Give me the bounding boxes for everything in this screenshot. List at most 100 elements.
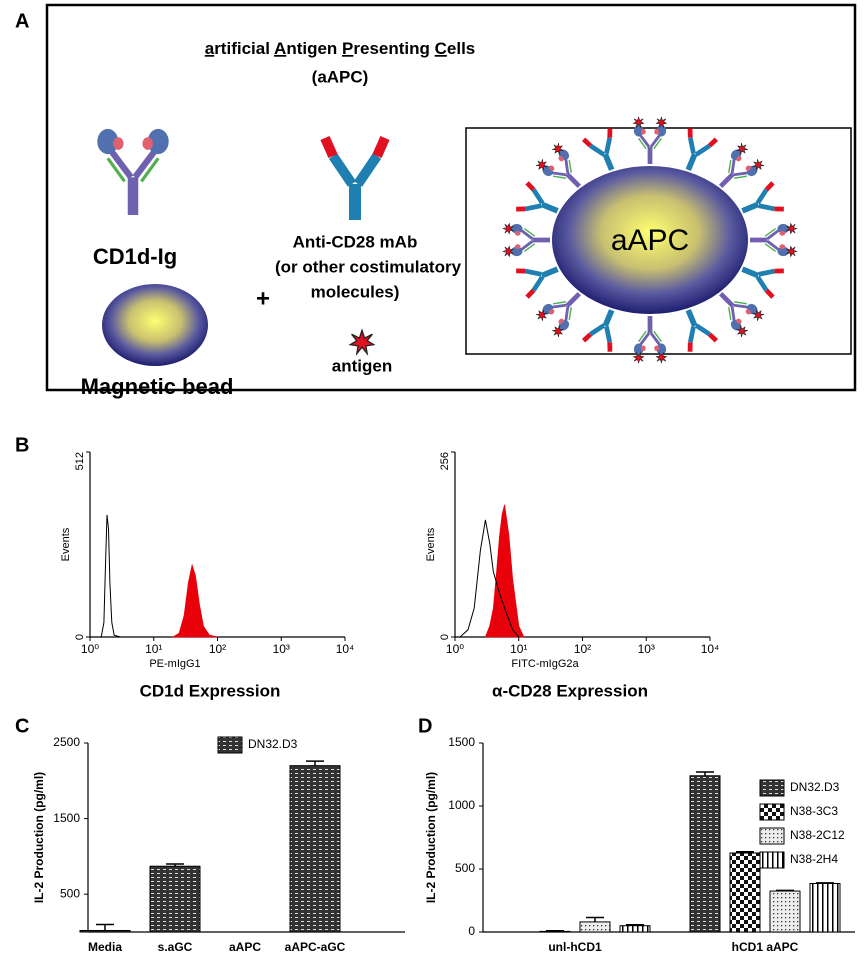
x-tick-label: 10³ [638,642,655,656]
bar [729,852,761,933]
error-bar [96,923,114,931]
x-tick-label: 10¹ [145,642,162,656]
cd1d-label: CD1d-Ig [93,244,177,269]
y-tick-label: 2500 [53,735,80,749]
error-bar [546,929,564,932]
bar [769,890,801,933]
antigen-label: antigen [332,356,392,375]
bead-label: Magnetic bead [81,374,234,399]
legend-label: DN32.D3 [790,780,840,794]
bar [619,925,651,933]
y-tick-label: 512 [74,452,86,470]
plus-sign: + [256,285,270,312]
legend-label: N38-3C3 [790,804,838,818]
cd1d-icon [97,129,168,215]
legend-swatch [217,736,243,754]
title-segment: P [342,39,353,58]
surface-molecule [633,316,666,363]
antibody-icon [325,138,385,220]
charts: 0 512 Events 10⁰ 10¹ 10² 10³ 10⁴ PE-mIgG1 CD1d Ex… [32,451,855,954]
axis-line [89,452,345,638]
mab-label: molecules) [311,282,400,301]
surface-molecule [633,117,666,164]
y-axis-label: Events [60,527,72,561]
surface-molecule [584,305,625,352]
x-tick-label: 10² [209,642,226,656]
legend-swatch [759,803,785,821]
y-tick-label: 0 [468,924,475,938]
x-tick-label: 10¹ [510,642,527,656]
y-axis-label: IL-2 Production (pg/ml) [424,772,438,903]
axis-line [87,743,405,933]
y-axis-label: IL-2 Production (pg/ml) [32,772,46,903]
title-segment: rtificial [214,39,274,58]
x-tick-label: 10⁴ [701,642,720,656]
bar [689,775,721,933]
x-tick-label: 10³ [273,642,290,656]
bar [149,865,201,933]
x-axis-label: FITC-mIgG2a [511,658,579,670]
surface-molecule [675,128,716,175]
aapc-label: aAPC [611,224,689,257]
chart-title: CD1d Expression [140,681,281,700]
y-tick-label: 0 [74,634,86,640]
diagram-title: artificial Antigen Presenting Cells [205,39,476,58]
aapc-bead [552,166,748,314]
x-tick-label: aAPC [229,940,261,954]
panel-label: C [15,715,29,737]
histogram [459,519,520,638]
mab-label: (or other costimulatory [275,257,462,276]
title-segment: a [205,39,215,58]
x-tick-label: s.aGC [158,940,193,954]
y-axis-label: Events [425,527,437,561]
panel-label: A [15,10,29,32]
surface-molecule [516,183,563,224]
y-tick-label: 256 [439,452,451,470]
surface-molecule [737,256,784,297]
error-bar [306,760,324,766]
legend-label: DN32.D3 [248,737,298,751]
title-segment: ntigen [286,39,342,58]
error-bar [776,889,794,892]
y-tick-label: 1500 [53,811,80,825]
x-tick-label: 10⁰ [446,642,464,656]
mab-label: Anti-CD28 mAb [293,232,418,251]
surface-molecule [750,223,797,256]
panel-a-frame [45,3,857,392]
y-tick-label: 1500 [448,735,475,749]
x-tick-label: 10⁰ [81,642,99,656]
surface-molecule [503,223,550,256]
y-tick-label: 0 [439,634,451,640]
y-tick-label: 1000 [448,798,475,812]
error-bar [736,850,754,853]
surface-molecule [516,256,563,297]
x-tick-label: 10⁴ [336,642,355,656]
error-bar [816,882,834,884]
title-segment: resenting [353,39,434,58]
surface-molecule [737,183,784,224]
legend-label: N38-2H4 [790,852,838,866]
diagram-subtitle: (aAPC) [312,67,369,86]
error-bar [696,771,714,776]
error-bar [166,863,184,867]
panel-label: B [15,434,29,456]
error-bar [586,916,604,922]
histogram [171,563,218,638]
panel-label: D [418,715,432,737]
legend-swatch [759,851,785,869]
x-tick-label: Media [88,940,122,954]
title-segment: C [435,39,447,58]
histogram [100,514,121,638]
histogram [484,504,525,638]
bar [79,929,131,933]
legend-label: N38-2C12 [790,828,845,842]
x-axis-label: PE-mIgG1 [149,658,200,670]
error-bar [626,923,644,926]
antigen-icon [349,329,375,355]
magnetic-bead [102,284,208,366]
bar [809,882,841,933]
x-tick-label: hCD1 aAPC [732,940,799,954]
x-tick-label: aAPC-aGC [285,940,346,954]
bar [289,765,341,933]
